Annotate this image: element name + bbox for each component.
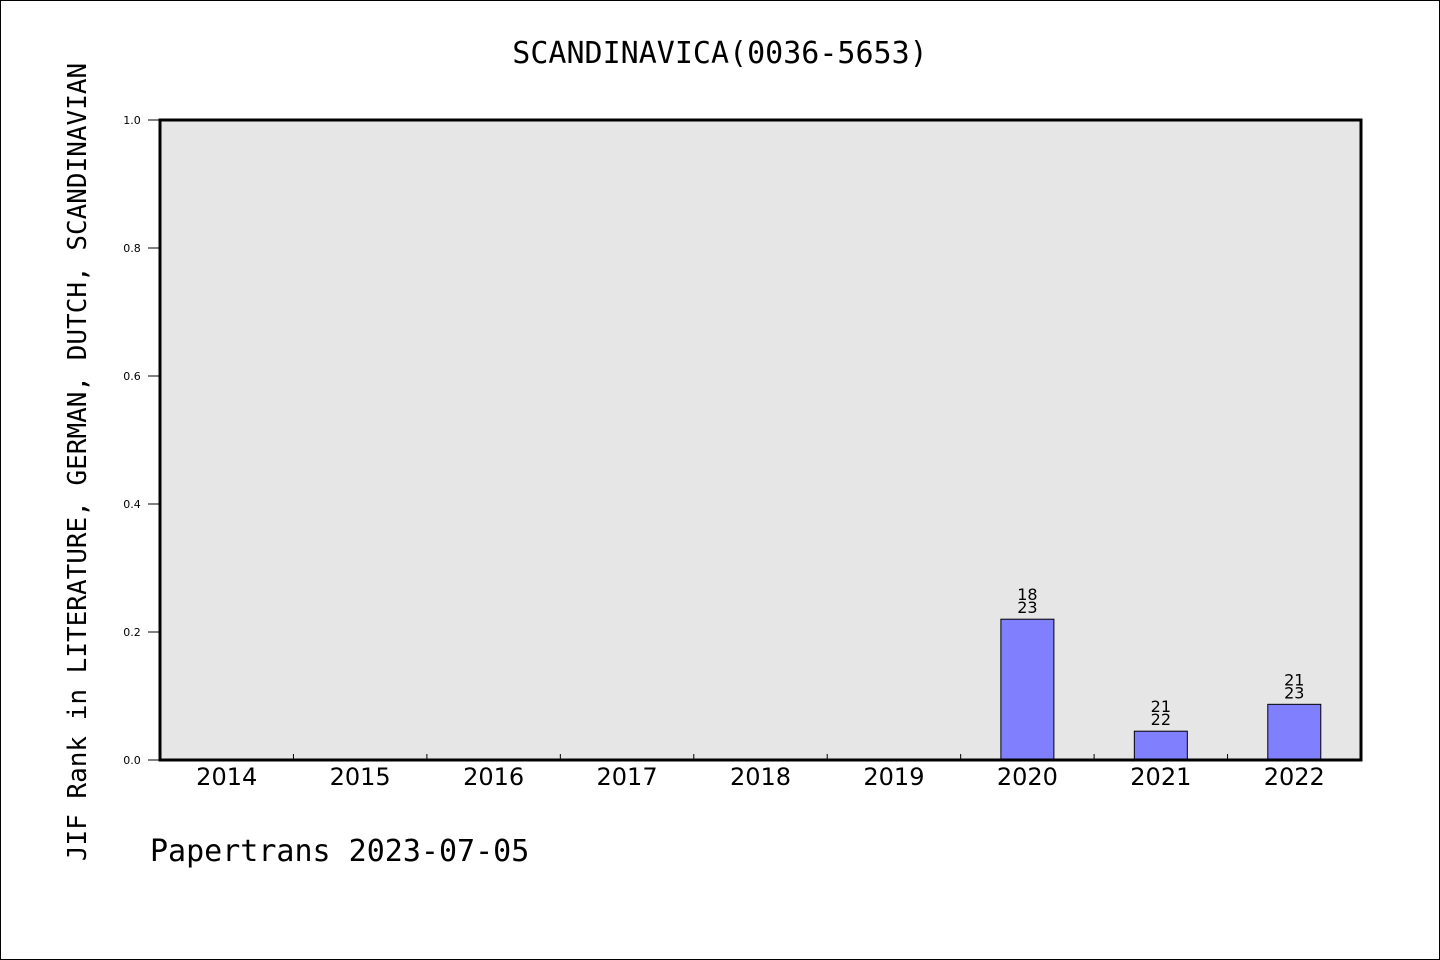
chart-title: SCANDINAVICA(0036-5653) [512, 36, 928, 71]
bar [1267, 703, 1322, 761]
x-tick-label: 2016 [463, 763, 524, 791]
bar-label-rank: 21 [1151, 697, 1171, 716]
x-tick-label: 2017 [597, 763, 658, 791]
footer-credit: Papertrans 2023-07-05 [150, 834, 530, 869]
plot-area [160, 120, 1361, 760]
y-tick-label: 0.8 [123, 242, 141, 255]
bar-label-rank: 21 [1284, 670, 1304, 689]
bar-label-total: 23 [1284, 683, 1304, 702]
x-tick-label: 2020 [997, 763, 1058, 791]
y-tick-label: 0.2 [123, 626, 141, 639]
y-tick-label: 0.0 [123, 754, 141, 767]
x-tick-label: 2018 [730, 763, 791, 791]
x-tick-label: 2022 [1264, 763, 1325, 791]
x-tick-label: 2021 [1130, 763, 1191, 791]
bar-label-total: 22 [1151, 710, 1171, 729]
plot-border [158, 118, 1363, 762]
bar [1133, 730, 1188, 761]
bar-label-total: 23 [1017, 598, 1037, 617]
y-tick-label: 0.6 [123, 370, 141, 383]
bar-label-rank: 18 [1017, 585, 1037, 604]
y-tick-label: 0.4 [123, 498, 141, 511]
y-tick-label: 1.0 [123, 114, 141, 127]
x-tick-label: 2019 [863, 763, 924, 791]
bar [1000, 618, 1055, 761]
x-tick-label: 2014 [196, 763, 257, 791]
x-tick-label: 2015 [330, 763, 391, 791]
